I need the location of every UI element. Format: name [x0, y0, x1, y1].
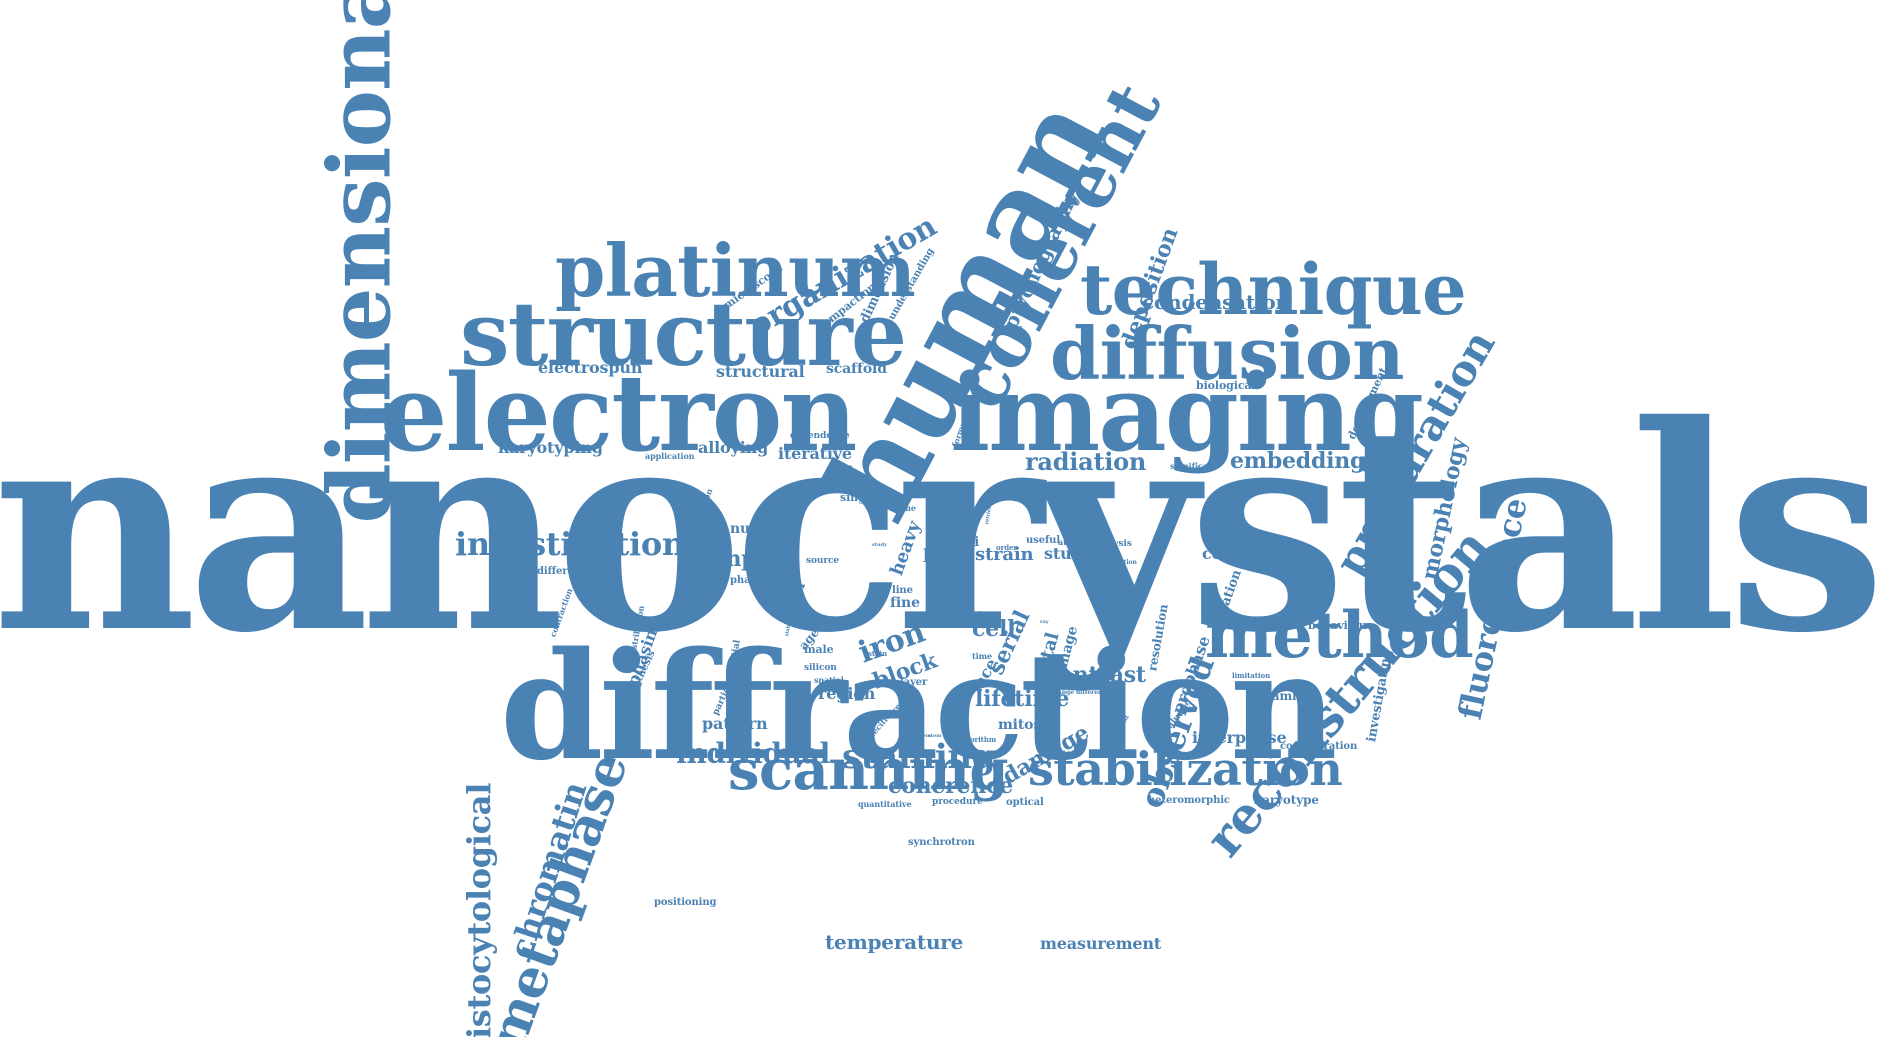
word-grown: grown [972, 679, 997, 688]
word-individual: individual [676, 737, 831, 770]
word-diamond: diamond [680, 539, 705, 545]
word-order: order [996, 543, 1018, 552]
word-quantitative: quantitative [858, 799, 912, 809]
word-imaging: imaging [950, 350, 1424, 475]
word-ray: ray [1040, 619, 1049, 625]
word-contrast: contrast [1045, 662, 1146, 688]
word-fine: fine [890, 595, 920, 611]
word-lifetime: lifetime [975, 686, 1070, 712]
word-electrospun: electrospun [538, 358, 643, 377]
word-strain: strain [975, 544, 1034, 565]
word-procedure: procedure [932, 797, 983, 807]
word-stain: stain [868, 649, 888, 658]
word-electron: electron [380, 350, 857, 475]
word-signal: signal [1070, 507, 1087, 513]
word-difference: difference [537, 566, 594, 577]
word-staining: staining [842, 737, 996, 777]
word-single: single [840, 491, 877, 504]
word-nuclear: nuclear [730, 521, 789, 537]
word-scanning: scanning [728, 737, 1009, 803]
word-scaffold: scaffold [826, 361, 887, 377]
word-significant: significant [1170, 461, 1218, 471]
word-alloying: alloying [698, 438, 769, 457]
word-diffusion: diffusion [1050, 311, 1405, 396]
word-biological: biological [1196, 379, 1256, 392]
word-useful: useful [1026, 535, 1061, 546]
word-histocytological: histocytological [460, 782, 498, 1037]
word-atomic: atomic [1058, 537, 1089, 547]
word-position: position [1110, 559, 1137, 566]
word-dapi: dapi [948, 535, 980, 550]
word-studies: studies [1044, 544, 1108, 563]
word-dependence: dependence [790, 431, 850, 441]
word-method: method [1205, 598, 1474, 673]
word-mitosis: mitosis [998, 717, 1055, 733]
word-embedding: embedding [1230, 448, 1366, 474]
word-layer: layer [900, 677, 928, 688]
word-study: study [872, 542, 887, 548]
word-platinum: platinum [555, 228, 916, 313]
word-dose: dose [1254, 701, 1267, 707]
word-concentration: concentration [1280, 741, 1358, 752]
word-level: level [930, 511, 943, 517]
word-structure: structure [460, 282, 907, 386]
word-time: time [972, 651, 992, 661]
word-blue: blue [923, 546, 967, 567]
word-system: system [912, 733, 932, 739]
word-synchrotron: synchrotron [908, 837, 975, 848]
word-source: source [806, 556, 840, 566]
word-radiation: radiation [1025, 447, 1147, 476]
word-positioning: positioning [654, 897, 717, 908]
word-iterative: iterative [778, 444, 852, 463]
word-interphase: interphase [1192, 728, 1287, 747]
word-investigation: investigation [455, 525, 685, 563]
word-limitation: limitation [1232, 671, 1271, 680]
word-measurement: measurement [1040, 934, 1162, 953]
word-cell: cell [972, 616, 1016, 642]
word-size: size [974, 611, 993, 621]
word-technique: technique [1080, 248, 1467, 331]
word-volume: volume [884, 503, 916, 513]
word-line: line [892, 585, 913, 596]
word-behaviour: behaviour [1308, 619, 1369, 632]
word-temperature: temperature [825, 930, 964, 954]
word-nanocrystals: nanocrystals [0, 363, 1878, 695]
word-condensation: condensation [1142, 290, 1290, 314]
word-diffraction: diffraction [500, 619, 1338, 793]
word-karyotype: karyotype [1254, 793, 1319, 807]
word-coherence: coherence [888, 773, 1014, 799]
word-different: different [1076, 689, 1106, 696]
word-stem: stem [928, 733, 942, 739]
word-change: change [1050, 689, 1074, 696]
word-silicon: silicon [804, 663, 837, 673]
word-male: male [804, 643, 834, 656]
word-application: application [645, 451, 695, 461]
word-stabilization: stabilization [1028, 742, 1343, 796]
word-spatial: spatial [814, 675, 844, 685]
word-heteromorphic: heteromorphic [1148, 795, 1230, 806]
word-structural: structural [716, 362, 805, 381]
word-sample: sample [692, 546, 779, 572]
word-region: region [818, 684, 876, 703]
word-phase: phase [730, 575, 763, 586]
word-optical: optical [1006, 797, 1044, 808]
word-beamline: beamline [1256, 689, 1318, 703]
word-karyotyping: karyotyping [498, 438, 603, 457]
word-pattern: pattern [702, 714, 768, 733]
word-analysis: analysis [1092, 539, 1132, 549]
word-coloring: coloring [1202, 544, 1276, 563]
word-algorithm: algorithm [958, 735, 997, 744]
